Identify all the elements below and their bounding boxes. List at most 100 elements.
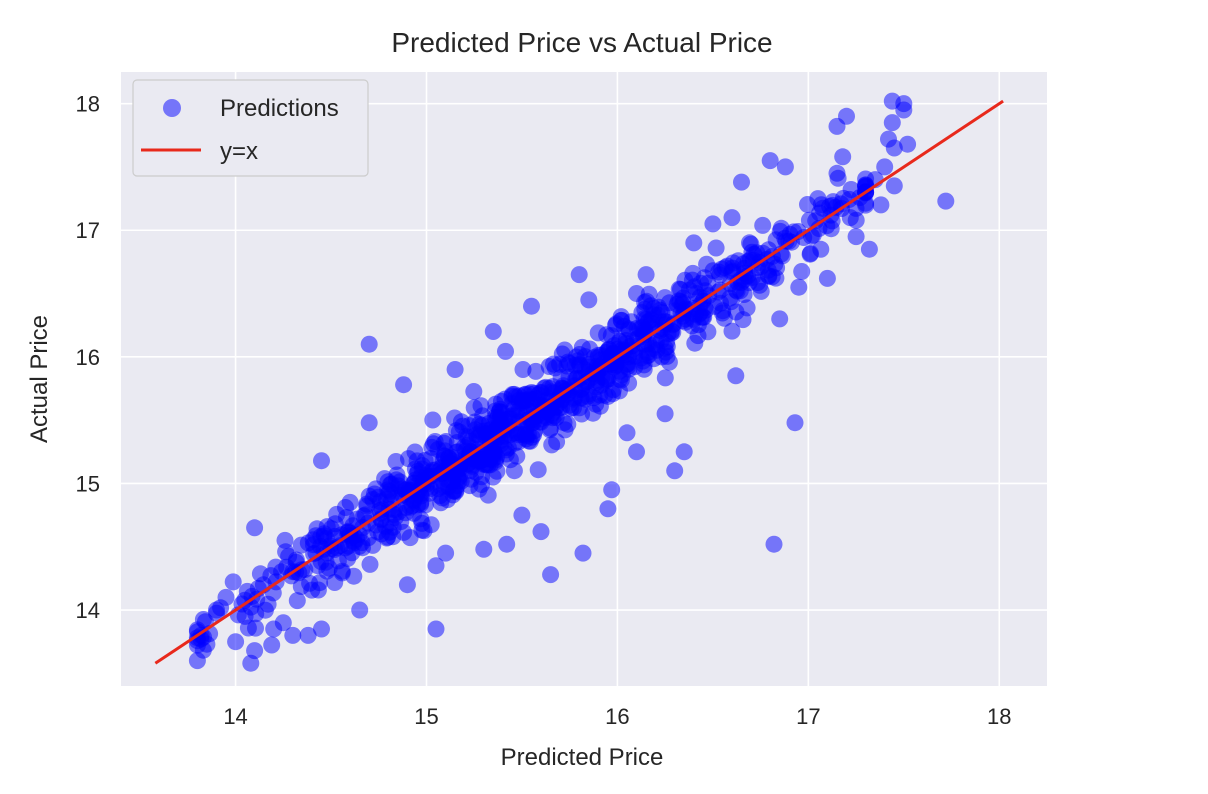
data-point: [883, 114, 901, 132]
data-point: [899, 135, 917, 153]
data-point: [504, 386, 521, 403]
data-point: [217, 588, 235, 606]
data-point: [387, 453, 405, 470]
data-point: [599, 500, 617, 518]
data-point: [637, 266, 655, 284]
y-equals-x-line: [154, 99, 1004, 665]
data-point: [634, 318, 652, 336]
data-point: [723, 209, 741, 227]
data-point: [727, 367, 745, 385]
data-point: [841, 209, 859, 227]
data-point: [776, 158, 794, 176]
data-point: [628, 443, 645, 461]
x-tick-label: 17: [796, 704, 820, 729]
data-point: [665, 315, 683, 333]
data-point: [754, 216, 772, 234]
data-point: [401, 498, 419, 516]
data-point: [351, 601, 369, 619]
data-point: [246, 642, 264, 660]
data-point: [800, 211, 818, 229]
data-point: [318, 518, 336, 536]
data-point: [263, 636, 281, 654]
data-point: [540, 358, 558, 375]
data-point: [847, 228, 865, 246]
data-point: [377, 490, 395, 508]
data-point: [666, 302, 684, 320]
data-point: [872, 196, 890, 214]
x-axis-label: Predicted Price: [501, 744, 664, 771]
legend-scatter-marker: [163, 99, 181, 117]
x-tick-label: 14: [223, 704, 247, 729]
data-point: [426, 433, 444, 450]
data-point: [706, 297, 724, 315]
x-axis-ticks: 14 15 16 17 18: [223, 704, 1011, 729]
data-point: [721, 289, 739, 307]
data-point: [292, 536, 310, 554]
data-point: [486, 409, 504, 427]
data-point: [860, 240, 878, 258]
data-point: [527, 362, 545, 380]
data-point: [656, 405, 674, 423]
data-point: [765, 535, 783, 553]
data-point: [427, 620, 445, 638]
data-point: [895, 95, 913, 113]
data-point: [198, 635, 216, 653]
data-point: [475, 540, 493, 558]
data-point: [446, 361, 464, 378]
data-point: [704, 215, 722, 233]
y-axis-label: Actual Price: [26, 315, 53, 443]
data-point: [303, 581, 321, 599]
data-point: [640, 285, 658, 303]
data-point: [385, 505, 403, 523]
data-point: [354, 539, 371, 557]
data-point: [761, 152, 779, 170]
data-point: [360, 414, 378, 432]
data-point: [462, 470, 480, 488]
data-point: [355, 507, 373, 525]
data-point: [618, 424, 636, 442]
data-point: [656, 289, 674, 307]
data-point: [790, 278, 808, 296]
y-tick-label: 14: [76, 598, 100, 623]
data-point: [448, 434, 466, 451]
data-point: [465, 383, 483, 400]
y-axis-ticks: 14 15 16 17 18: [76, 92, 100, 623]
data-point: [885, 139, 903, 157]
data-point: [838, 107, 855, 125]
data-point: [656, 369, 674, 387]
reference-line-layer: [154, 99, 1004, 665]
data-point: [513, 506, 531, 524]
data-point: [236, 607, 254, 625]
legend-label-y-equals-x: y=x: [220, 138, 258, 165]
data-point: [345, 527, 363, 545]
data-point: [611, 332, 628, 350]
data-point: [424, 411, 442, 429]
data-point: [505, 462, 523, 480]
y-tick-label: 18: [76, 92, 100, 117]
data-point: [542, 566, 560, 584]
data-point: [208, 601, 225, 619]
data-point: [236, 591, 254, 609]
data-point: [707, 239, 725, 257]
data-point: [384, 518, 402, 536]
data-point: [749, 259, 767, 277]
data-point: [278, 558, 296, 576]
data-point: [336, 539, 354, 557]
data-point: [628, 285, 645, 302]
data-point: [558, 357, 576, 375]
y-tick-label: 16: [76, 345, 100, 370]
x-tick-label: 16: [605, 704, 629, 729]
data-point: [401, 529, 419, 547]
data-point: [685, 234, 703, 252]
data-point: [508, 447, 526, 465]
data-point: [647, 336, 665, 354]
data-point: [333, 564, 351, 582]
data-point: [565, 399, 582, 417]
data-point: [620, 321, 638, 339]
data-point: [398, 576, 416, 594]
data-point: [634, 352, 652, 370]
data-point: [531, 384, 549, 402]
data-point: [437, 544, 455, 562]
data-point: [723, 322, 741, 340]
